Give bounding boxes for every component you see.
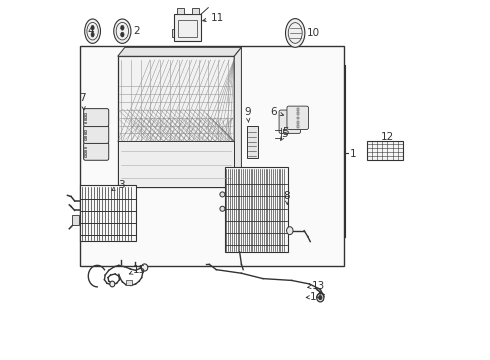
Bar xyxy=(84,113,86,115)
Bar xyxy=(174,14,201,41)
Bar xyxy=(367,140,403,160)
Ellipse shape xyxy=(318,296,322,300)
Text: 8: 8 xyxy=(283,191,290,204)
Text: 15: 15 xyxy=(129,265,147,275)
Ellipse shape xyxy=(141,264,148,271)
Ellipse shape xyxy=(91,32,94,37)
Bar xyxy=(84,155,86,157)
Bar xyxy=(297,108,299,111)
Ellipse shape xyxy=(91,25,94,30)
Bar xyxy=(80,185,136,241)
Bar xyxy=(72,215,78,225)
Bar xyxy=(126,280,132,285)
Text: 3: 3 xyxy=(112,180,124,190)
FancyBboxPatch shape xyxy=(84,109,109,127)
Text: 1: 1 xyxy=(350,149,356,159)
Bar xyxy=(176,8,184,14)
Text: 7: 7 xyxy=(79,93,86,110)
FancyBboxPatch shape xyxy=(84,142,109,160)
Text: 10: 10 xyxy=(307,28,320,38)
Text: 9: 9 xyxy=(245,107,251,122)
Bar xyxy=(297,121,299,124)
Ellipse shape xyxy=(220,192,225,197)
Ellipse shape xyxy=(317,293,324,302)
Bar xyxy=(172,29,179,37)
Bar xyxy=(297,125,299,128)
Text: 5: 5 xyxy=(281,129,288,139)
Text: 2: 2 xyxy=(133,26,139,36)
Bar xyxy=(225,167,288,252)
Text: 11: 11 xyxy=(203,13,224,23)
Bar xyxy=(84,119,86,121)
Bar xyxy=(80,45,343,266)
Bar xyxy=(84,147,86,148)
Text: 14: 14 xyxy=(306,292,323,302)
Text: 4: 4 xyxy=(87,26,94,36)
Bar xyxy=(192,8,199,14)
FancyBboxPatch shape xyxy=(287,106,309,130)
Bar xyxy=(84,152,86,154)
Ellipse shape xyxy=(114,19,131,43)
Ellipse shape xyxy=(286,19,305,47)
Bar xyxy=(118,141,234,187)
Polygon shape xyxy=(234,47,242,187)
Bar xyxy=(84,138,86,140)
Ellipse shape xyxy=(85,19,100,43)
Bar xyxy=(84,116,86,118)
Bar xyxy=(297,112,299,115)
Ellipse shape xyxy=(121,32,124,37)
Bar xyxy=(84,149,86,151)
Bar xyxy=(84,130,86,132)
Text: 6: 6 xyxy=(270,107,284,117)
Bar xyxy=(84,133,86,134)
Bar xyxy=(84,135,86,137)
Bar xyxy=(84,122,86,123)
Ellipse shape xyxy=(287,227,293,235)
Ellipse shape xyxy=(110,281,115,287)
Bar xyxy=(178,19,197,37)
Ellipse shape xyxy=(121,25,124,30)
Bar xyxy=(297,117,299,120)
Bar xyxy=(118,56,234,187)
Polygon shape xyxy=(118,47,242,56)
Ellipse shape xyxy=(220,206,225,211)
Text: 12: 12 xyxy=(381,132,394,142)
FancyBboxPatch shape xyxy=(84,126,109,143)
Text: 5: 5 xyxy=(281,127,289,140)
FancyBboxPatch shape xyxy=(279,110,300,134)
Bar xyxy=(247,126,258,158)
Text: 13: 13 xyxy=(308,281,325,291)
